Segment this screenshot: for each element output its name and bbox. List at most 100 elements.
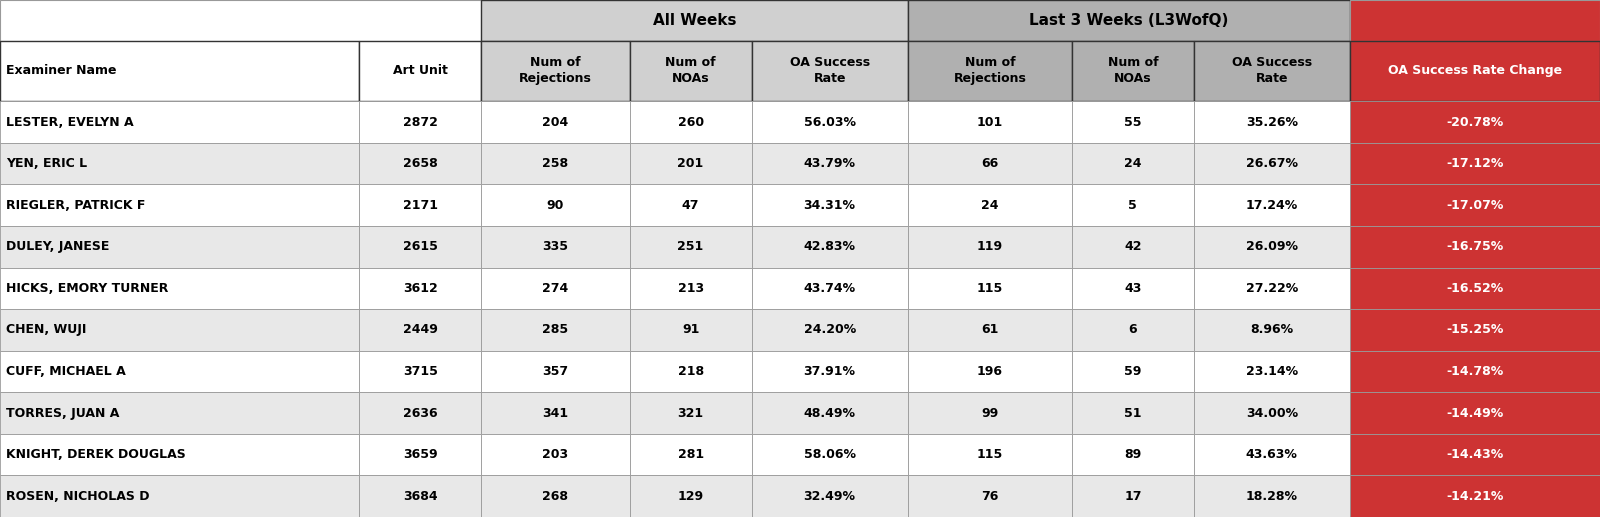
Text: 35.26%: 35.26% (1246, 116, 1298, 129)
Bar (482, 268, 630, 309)
Bar (1072, 268, 1194, 309)
Bar (1350, 0, 1600, 40)
Text: 357: 357 (542, 365, 568, 378)
Bar (752, 40, 907, 101)
Bar (360, 185, 482, 226)
Bar (1350, 226, 1600, 268)
Bar (1072, 185, 1194, 226)
Bar (907, 0, 1350, 40)
Bar (752, 101, 907, 143)
Text: 6: 6 (1128, 324, 1138, 337)
Bar (1194, 226, 1350, 268)
Text: -14.21%: -14.21% (1446, 490, 1504, 503)
Text: -17.07%: -17.07% (1446, 199, 1504, 212)
Bar (482, 185, 630, 226)
Bar (630, 143, 752, 185)
Bar (1072, 351, 1194, 392)
Text: 48.49%: 48.49% (803, 406, 856, 420)
Text: 56.03%: 56.03% (803, 116, 856, 129)
Text: 3612: 3612 (403, 282, 438, 295)
Text: 91: 91 (682, 324, 699, 337)
Bar (907, 392, 1072, 434)
Bar (0, 351, 360, 392)
Bar (0, 392, 360, 434)
Text: HICKS, EMORY TURNER: HICKS, EMORY TURNER (6, 282, 168, 295)
Text: Art Unit: Art Unit (394, 65, 448, 78)
Bar (1194, 101, 1350, 143)
Text: 119: 119 (976, 240, 1003, 253)
Bar (0, 185, 360, 226)
Bar (1350, 101, 1600, 143)
Bar (482, 392, 630, 434)
Bar (360, 392, 482, 434)
Text: -17.12%: -17.12% (1446, 157, 1504, 170)
Text: 213: 213 (677, 282, 704, 295)
Text: 76: 76 (981, 490, 998, 503)
Bar (360, 351, 482, 392)
Text: 218: 218 (677, 365, 704, 378)
Bar (360, 101, 482, 143)
Text: 58.06%: 58.06% (803, 448, 856, 461)
Bar (907, 101, 1072, 143)
Bar (482, 143, 630, 185)
Bar (0, 434, 360, 476)
Bar (360, 40, 482, 101)
Text: -14.49%: -14.49% (1446, 406, 1504, 420)
Text: Num of
Rejections: Num of Rejections (954, 56, 1026, 85)
Text: 43.74%: 43.74% (803, 282, 856, 295)
Bar (907, 226, 1072, 268)
Text: 2636: 2636 (403, 406, 438, 420)
Text: 201: 201 (677, 157, 704, 170)
Bar (630, 434, 752, 476)
Bar (360, 309, 482, 351)
Text: OA Success Rate Change: OA Success Rate Change (1387, 65, 1562, 78)
Bar (1072, 309, 1194, 351)
Text: DULEY, JANESE: DULEY, JANESE (6, 240, 109, 253)
Text: 17.24%: 17.24% (1246, 199, 1298, 212)
Text: 43.63%: 43.63% (1246, 448, 1298, 461)
Text: 17: 17 (1125, 490, 1141, 503)
Bar (1072, 434, 1194, 476)
Text: 43: 43 (1125, 282, 1141, 295)
Text: 43.79%: 43.79% (803, 157, 856, 170)
Bar (0, 476, 360, 517)
Text: CUFF, MICHAEL A: CUFF, MICHAEL A (6, 365, 126, 378)
Bar (1072, 226, 1194, 268)
Bar (752, 185, 907, 226)
Text: 260: 260 (677, 116, 704, 129)
Text: -14.78%: -14.78% (1446, 365, 1504, 378)
Bar (360, 434, 482, 476)
Bar (0, 101, 360, 143)
Text: 47: 47 (682, 199, 699, 212)
Text: KNIGHT, DEREK DOUGLAS: KNIGHT, DEREK DOUGLAS (6, 448, 186, 461)
Text: 34.00%: 34.00% (1246, 406, 1298, 420)
Bar (752, 434, 907, 476)
Text: 321: 321 (677, 406, 704, 420)
Text: OA Success
Rate: OA Success Rate (790, 56, 870, 85)
Text: 18.28%: 18.28% (1246, 490, 1298, 503)
Text: 34.31%: 34.31% (803, 199, 856, 212)
Bar (630, 351, 752, 392)
Text: 335: 335 (542, 240, 568, 253)
Text: 23.14%: 23.14% (1246, 365, 1298, 378)
Text: 42.83%: 42.83% (803, 240, 856, 253)
Text: 274: 274 (542, 282, 568, 295)
Text: Last 3 Weeks (L3WofQ): Last 3 Weeks (L3WofQ) (1029, 13, 1229, 28)
Bar (1350, 392, 1600, 434)
Text: 341: 341 (542, 406, 568, 420)
Bar (907, 143, 1072, 185)
Bar (1072, 143, 1194, 185)
Bar (907, 309, 1072, 351)
Bar (482, 226, 630, 268)
Bar (630, 392, 752, 434)
Bar (1072, 392, 1194, 434)
Text: 258: 258 (542, 157, 568, 170)
Bar (360, 268, 482, 309)
Text: 90: 90 (547, 199, 565, 212)
Bar (630, 40, 752, 101)
Bar (1194, 185, 1350, 226)
Bar (752, 351, 907, 392)
Bar (1350, 351, 1600, 392)
Bar (630, 185, 752, 226)
Text: -14.43%: -14.43% (1446, 448, 1504, 461)
